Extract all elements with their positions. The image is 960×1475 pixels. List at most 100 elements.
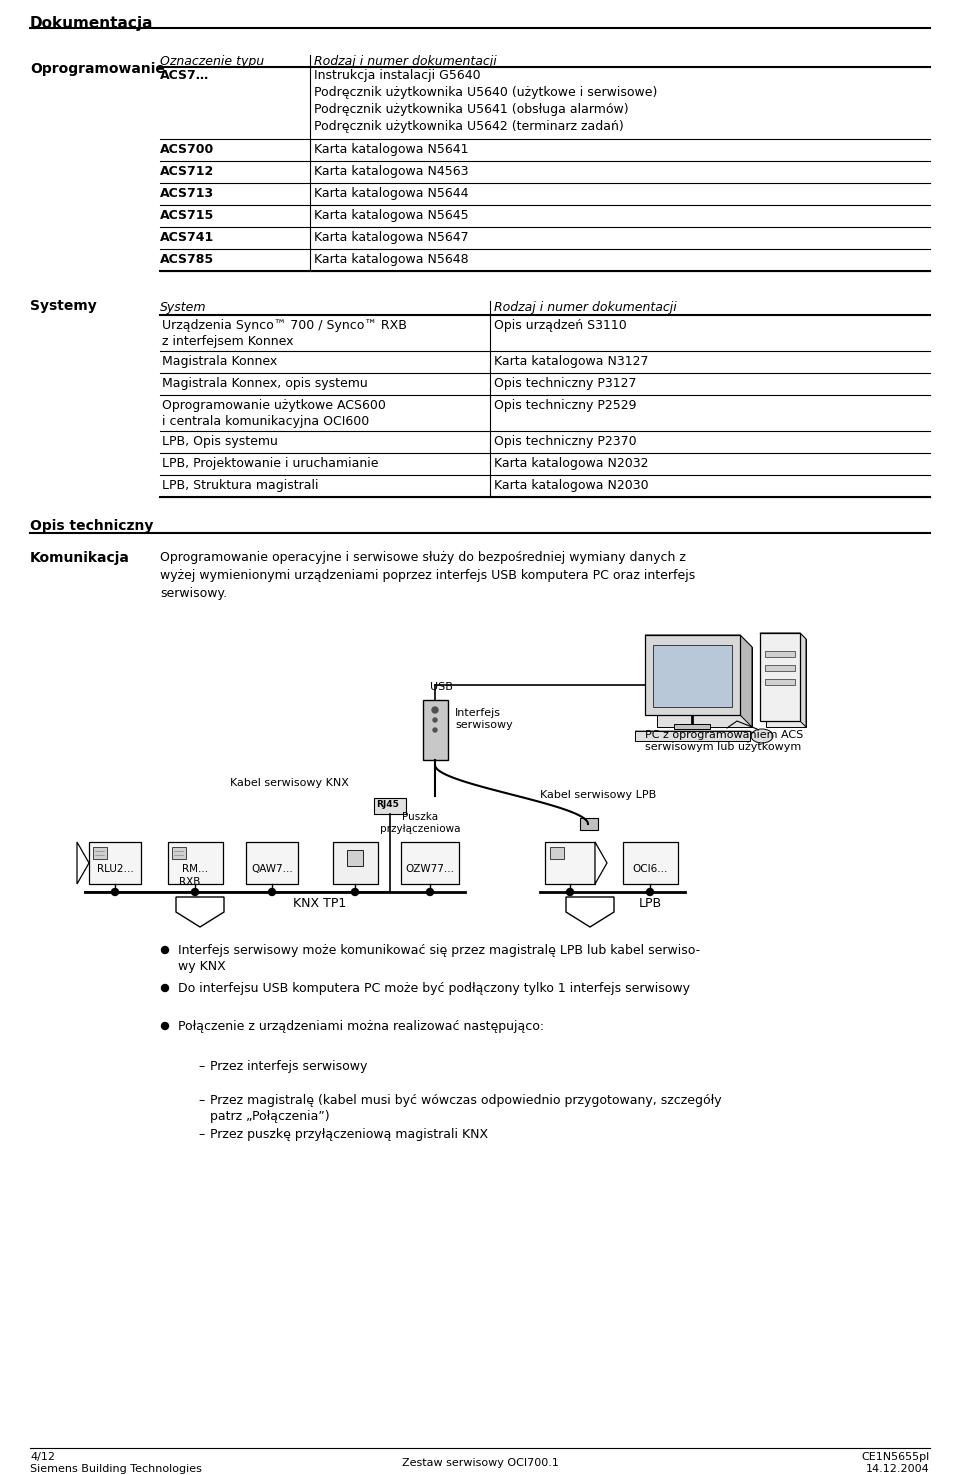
Text: Karta katalogowa N4563: Karta katalogowa N4563 [314, 165, 468, 178]
Bar [623, 842, 678, 884]
Bar [765, 678, 795, 684]
Bar [765, 650, 795, 656]
Text: OCI6...: OCI6... [633, 864, 668, 875]
Text: Komunikacja: Komunikacja [30, 552, 130, 565]
Text: Karta katalogowa N2032: Karta katalogowa N2032 [494, 457, 649, 471]
Text: –: – [198, 1061, 204, 1072]
Polygon shape [566, 897, 614, 926]
Text: Zestaw serwisowy OCI700.1: Zestaw serwisowy OCI700.1 [401, 1457, 559, 1468]
Text: z interfejsem Konnex: z interfejsem Konnex [162, 335, 294, 348]
Text: Dokumentacja: Dokumentacja [30, 16, 154, 31]
Text: Interfejs serwisowy może komunikować się przez magistralę LPB lub kabel serwiso-: Interfejs serwisowy może komunikować się… [178, 944, 700, 957]
Text: Karta katalogowa N3127: Karta katalogowa N3127 [494, 355, 649, 367]
Text: Karta katalogowa N2030: Karta katalogowa N2030 [494, 479, 649, 493]
Text: Opis techniczny P2529: Opis techniczny P2529 [494, 400, 636, 412]
Text: Kabel serwisowy LPB: Kabel serwisowy LPB [540, 791, 657, 799]
Text: ACS712: ACS712 [160, 165, 214, 178]
Text: Puszka
przyłączeniowa: Puszka przyłączeniowa [380, 813, 460, 833]
Text: Opis techniczny P2370: Opis techniczny P2370 [494, 435, 636, 448]
Polygon shape [176, 897, 224, 926]
Polygon shape [635, 732, 758, 736]
Bar [635, 732, 750, 740]
Polygon shape [740, 636, 752, 727]
Circle shape [433, 729, 437, 732]
Text: USB: USB [430, 681, 453, 692]
Text: LPB: LPB [638, 897, 661, 910]
Text: Rodzaj i numer dokumentacji: Rodzaj i numer dokumentacji [314, 55, 496, 68]
Polygon shape [760, 633, 806, 639]
Bar [657, 648, 752, 727]
Bar [580, 819, 598, 830]
Text: ACS741: ACS741 [160, 232, 214, 243]
Text: Przez interfejs serwisowy: Przez interfejs serwisowy [210, 1061, 368, 1072]
Text: LPB, Opis systemu: LPB, Opis systemu [162, 435, 277, 448]
Text: 4/12: 4/12 [30, 1451, 55, 1462]
Text: Oprogramowanie użytkowe ACS600: Oprogramowanie użytkowe ACS600 [162, 400, 386, 412]
Text: System: System [160, 301, 206, 314]
Bar [172, 847, 186, 858]
Bar [653, 645, 732, 707]
Ellipse shape [751, 729, 773, 743]
Bar [545, 842, 595, 884]
Circle shape [646, 888, 654, 895]
Text: Magistrala Konnex, opis systemu: Magistrala Konnex, opis systemu [162, 378, 368, 389]
Text: Karta katalogowa N5645: Karta katalogowa N5645 [314, 209, 468, 223]
Text: LPB, Projektowanie i uruchamianie: LPB, Projektowanie i uruchamianie [162, 457, 378, 471]
Polygon shape [800, 633, 806, 727]
Text: Podręcznik użytkownika U5640 (użytkowe i serwisowe): Podręcznik użytkownika U5640 (użytkowe i… [314, 86, 658, 99]
Text: QAW7...: QAW7... [252, 864, 293, 875]
Bar [645, 636, 740, 715]
Circle shape [161, 947, 169, 953]
Circle shape [426, 888, 434, 895]
Bar [766, 639, 806, 727]
Text: –: – [198, 1128, 204, 1142]
Text: Karta katalogowa N5641: Karta katalogowa N5641 [314, 143, 468, 156]
Circle shape [432, 707, 438, 712]
Text: PC z oprogramowaniem ACS
serwisowym lub użytkowym: PC z oprogramowaniem ACS serwisowym lub … [645, 730, 804, 752]
Text: wyżej wymienionymi urządzeniami poprzez interfejs USB komputera PC oraz interfej: wyżej wymienionymi urządzeniami poprzez … [160, 569, 695, 583]
Text: Przez puszkę przyłączeniową magistrali KNX: Przez puszkę przyłączeniową magistrali K… [210, 1128, 488, 1142]
Circle shape [111, 888, 118, 895]
Text: serwisowy.: serwisowy. [160, 587, 228, 600]
Text: Interfejs
serwisowy: Interfejs serwisowy [455, 708, 513, 730]
Bar [333, 842, 378, 884]
Polygon shape [77, 842, 89, 884]
Bar [246, 842, 298, 884]
Text: Połączenie z urządzeniami można realizować następująco:: Połączenie z urządzeniami można realizow… [178, 1021, 544, 1032]
Text: Kabel serwisowy KNX: Kabel serwisowy KNX [230, 777, 348, 788]
Circle shape [566, 888, 573, 895]
Text: Oprogramowanie: Oprogramowanie [30, 62, 165, 77]
Text: KNX TP1: KNX TP1 [294, 897, 347, 910]
Text: Karta katalogowa N5644: Karta katalogowa N5644 [314, 187, 468, 201]
Circle shape [269, 888, 276, 895]
Polygon shape [595, 842, 607, 884]
Text: Opis urządzeń S3110: Opis urządzeń S3110 [494, 319, 627, 332]
Text: Urządzenia Synco™ 700 / Synco™ RXB: Urządzenia Synco™ 700 / Synco™ RXB [162, 319, 407, 332]
Text: Instrukcja instalacji G5640: Instrukcja instalacji G5640 [314, 69, 481, 83]
Text: Karta katalogowa N5647: Karta katalogowa N5647 [314, 232, 468, 243]
Text: RJ45: RJ45 [376, 799, 398, 808]
Text: ACS715: ACS715 [160, 209, 214, 223]
Text: ACS7…: ACS7… [160, 69, 209, 83]
Text: Podręcznik użytkownika U5642 (terminarz zadań): Podręcznik użytkownika U5642 (terminarz … [314, 119, 624, 133]
Text: Oprogramowanie operacyjne i serwisowe służy do bezpośredniej wymiany danych z: Oprogramowanie operacyjne i serwisowe sł… [160, 552, 685, 563]
Bar [760, 633, 800, 721]
Bar [674, 724, 710, 729]
Text: LPB, Struktura magistrali: LPB, Struktura magistrali [162, 479, 319, 493]
Text: Magistrala Konnex: Magistrala Konnex [162, 355, 277, 367]
Circle shape [351, 888, 358, 895]
Bar [93, 847, 107, 858]
Bar [89, 842, 141, 884]
Text: Oznaczenie typu: Oznaczenie typu [160, 55, 264, 68]
Text: RLU2…: RLU2… [97, 864, 133, 875]
Text: Karta katalogowa N5648: Karta katalogowa N5648 [314, 254, 468, 266]
Text: wy KNX: wy KNX [178, 960, 226, 974]
Circle shape [161, 1022, 169, 1030]
Text: Rodzaj i numer dokumentacji: Rodzaj i numer dokumentacji [494, 301, 677, 314]
Bar [765, 665, 795, 671]
Text: patrz „Połączenia”): patrz „Połączenia”) [210, 1111, 329, 1122]
Circle shape [191, 888, 199, 895]
Text: 14.12.2004: 14.12.2004 [866, 1465, 930, 1474]
Bar [401, 842, 459, 884]
Text: Opis techniczny P3127: Opis techniczny P3127 [494, 378, 636, 389]
